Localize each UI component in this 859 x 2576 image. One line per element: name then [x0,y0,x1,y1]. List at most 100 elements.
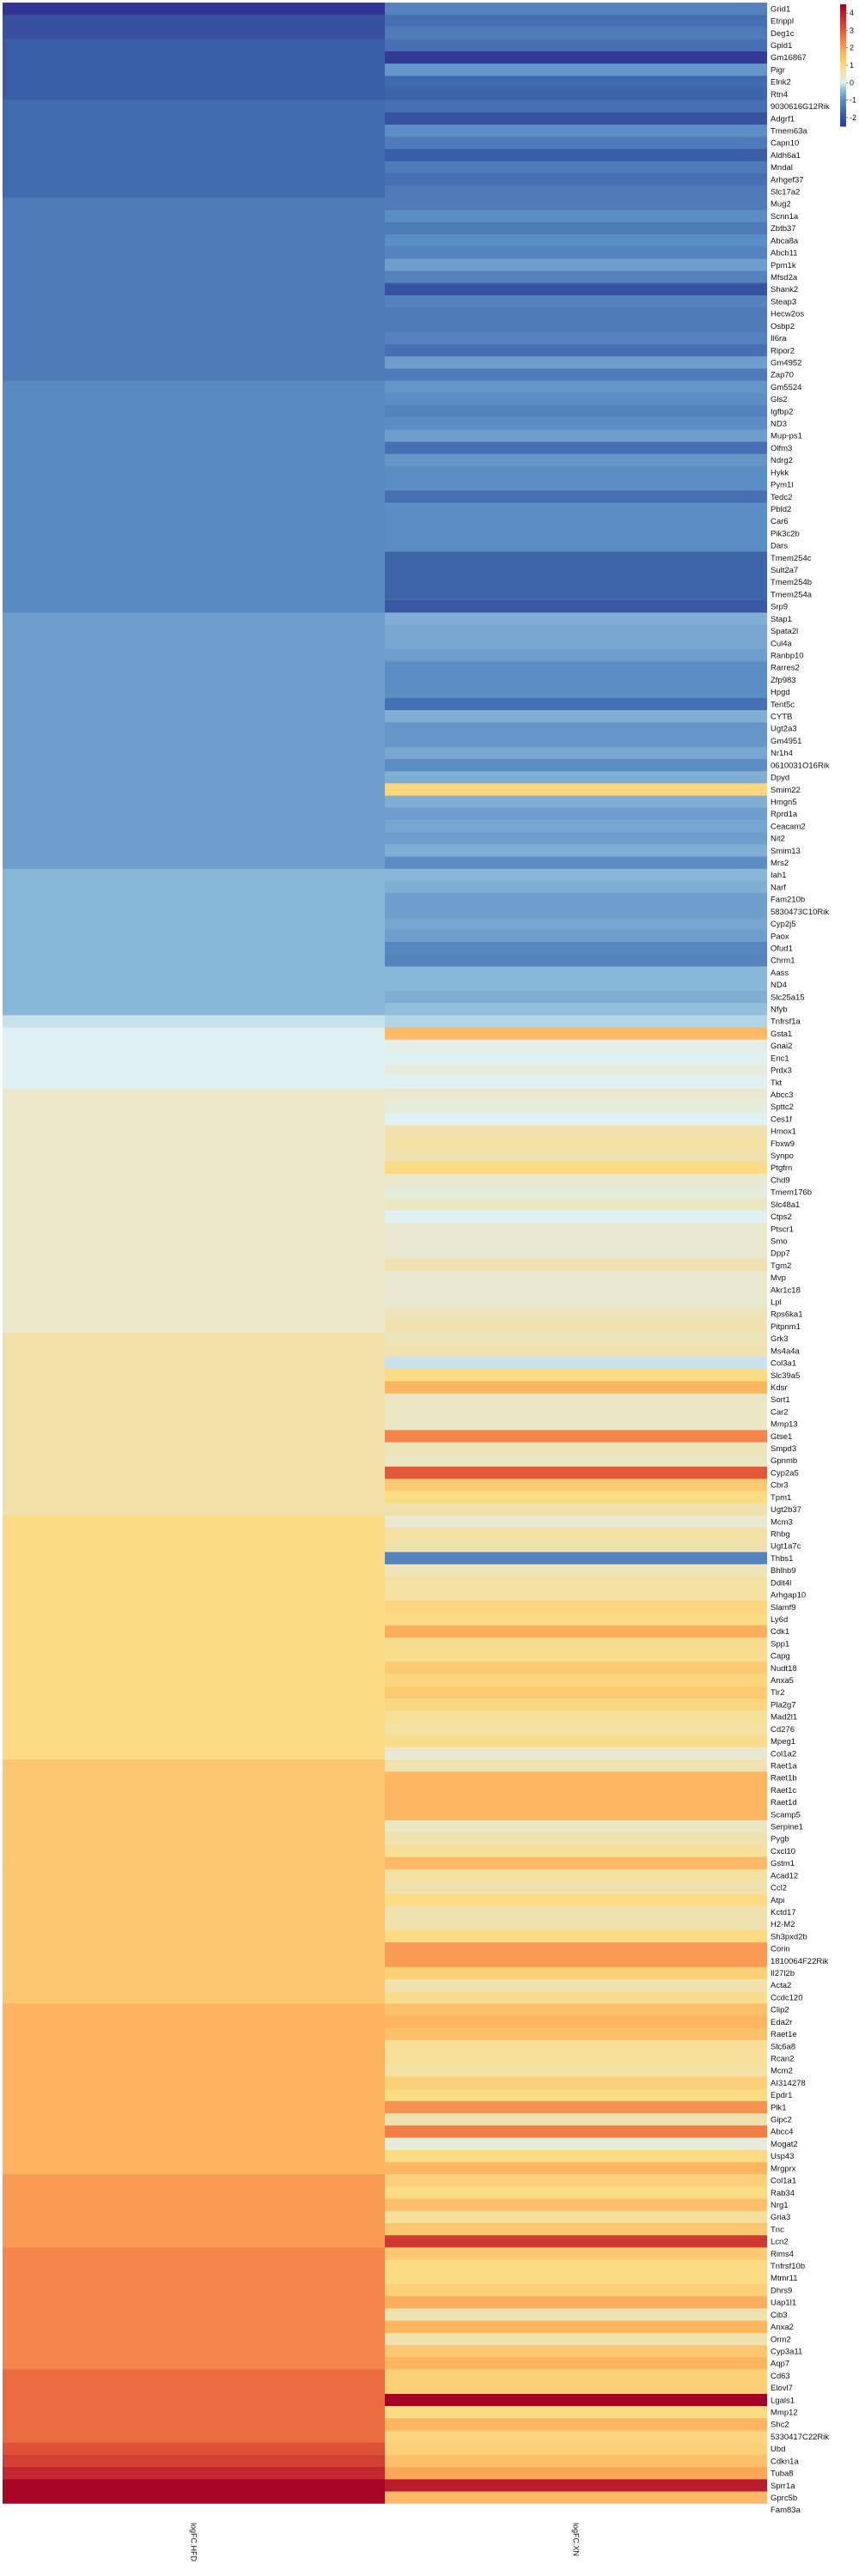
cell-xn [385,1686,767,1699]
cell-xn [385,331,767,345]
cell-hfd [3,783,385,797]
cell-hfd [3,844,385,858]
cell-xn [385,1467,767,1479]
gene-label: Ubd [771,2445,785,2454]
cell-xn [385,2430,767,2444]
gene-label: Adgrf1 [771,114,795,124]
cell-xn [385,563,767,577]
cell-xn [385,1259,767,1273]
cell-xn [385,1137,767,1151]
legend-swatch [840,13,846,15]
gene-label: Tlr2 [771,1688,784,1698]
cell-xn [385,380,767,394]
cell-xn [385,1978,767,1992]
cell-xn [385,404,767,418]
gene-label: Dars [771,542,788,551]
gene-label: Mvp [771,1273,786,1283]
gene-label: Enc1 [771,1054,789,1063]
cell-xn [385,783,767,797]
gene-label: Zbtb37 [771,224,796,234]
legend-swatch [840,86,846,88]
gene-label: Tmem176b [771,1188,812,1198]
gene-label: Dhrs9 [771,2286,792,2295]
gene-label: Elovl7 [771,2384,793,2393]
cell-xn [385,2467,767,2480]
gene-label: Lgals1 [771,2396,795,2405]
gene-label: Mmp13 [771,1420,798,1430]
gene-label: Pbld2 [771,505,791,514]
gene-label: Mcm3 [771,1517,793,1527]
legend-swatch [840,28,846,31]
cell-hfd [3,1893,385,1907]
cell-hfd [3,551,385,565]
legend-swatch [840,88,846,90]
cell-hfd [3,2357,385,2371]
cell-xn [385,465,767,479]
cell-hfd [3,331,385,345]
cell-hfd [3,2271,385,2285]
cell-xn [385,1076,767,1090]
cell-xn [385,2186,767,2200]
legend-swatch [840,96,846,100]
cell-hfd [3,356,385,369]
cell-hfd [3,881,385,894]
cell-xn [385,636,767,650]
cell-xn [385,2003,767,2017]
gene-label: Slc48a1 [771,1200,800,1210]
cell-hfd [3,1015,385,1029]
gene-label: Kctd17 [771,1908,796,1917]
cell-xn [385,1820,767,1833]
cell-xn [385,1954,767,1968]
cell-hfd [3,1064,385,1077]
cell-hfd [3,1076,385,1090]
gene-label: Abcb11 [771,249,798,258]
gene-label: Raet1c [771,1786,796,1795]
cell-xn [385,2442,767,2456]
legend-swatch [840,82,846,85]
cell-xn [385,819,767,833]
cell-hfd [3,1783,385,1797]
cell-hfd [3,2332,385,2346]
cell-hfd [3,2442,385,2456]
gene-label: Car2 [771,1407,789,1417]
cell-hfd [3,2320,385,2334]
cell-xn [385,1966,767,1980]
cell-xn [385,100,767,113]
cell-xn [385,1027,767,1041]
gene-label: Osbp2 [771,322,795,331]
legend-swatch [840,16,846,19]
cell-hfd [3,2027,385,2041]
cell-hfd [3,1100,385,1114]
cell-xn [385,612,767,626]
gene-label: 5830473C10Rik [771,908,829,917]
cell-hfd [3,1698,385,1711]
cell-xn [385,600,767,614]
cell-hfd [3,1917,385,1931]
cell-hfd [3,2296,385,2310]
cell-xn [385,1613,767,1626]
cell-xn [385,1222,767,1236]
cell-hfd [3,1247,385,1261]
legend-swatch [840,27,846,29]
gene-label: Pigr [771,65,785,75]
gene-label: Gprc5b [771,2494,797,2503]
column-label: logFC.HFD [190,2523,198,2562]
cell-hfd [3,417,385,430]
legend-swatch [840,61,846,64]
cell-xn [385,1674,767,1687]
gene-label: Tnfrsf1a [771,1018,801,1027]
gene-label: Ugt2a3 [771,725,797,734]
gene-label: Ranbp10 [771,651,804,660]
cell-hfd [3,283,385,296]
cell-hfd [3,600,385,614]
cell-hfd [3,3,385,15]
cell-xn [385,771,767,784]
cell-hfd [3,1978,385,1992]
cell-xn [385,2369,767,2383]
cell-hfd [3,1418,385,1431]
gene-label: Slc39a5 [771,1371,800,1381]
gene-label: Gpnmb [771,1456,797,1466]
cell-xn [385,1771,767,1785]
cell-xn [385,1344,767,1358]
cell-xn [385,1625,767,1638]
